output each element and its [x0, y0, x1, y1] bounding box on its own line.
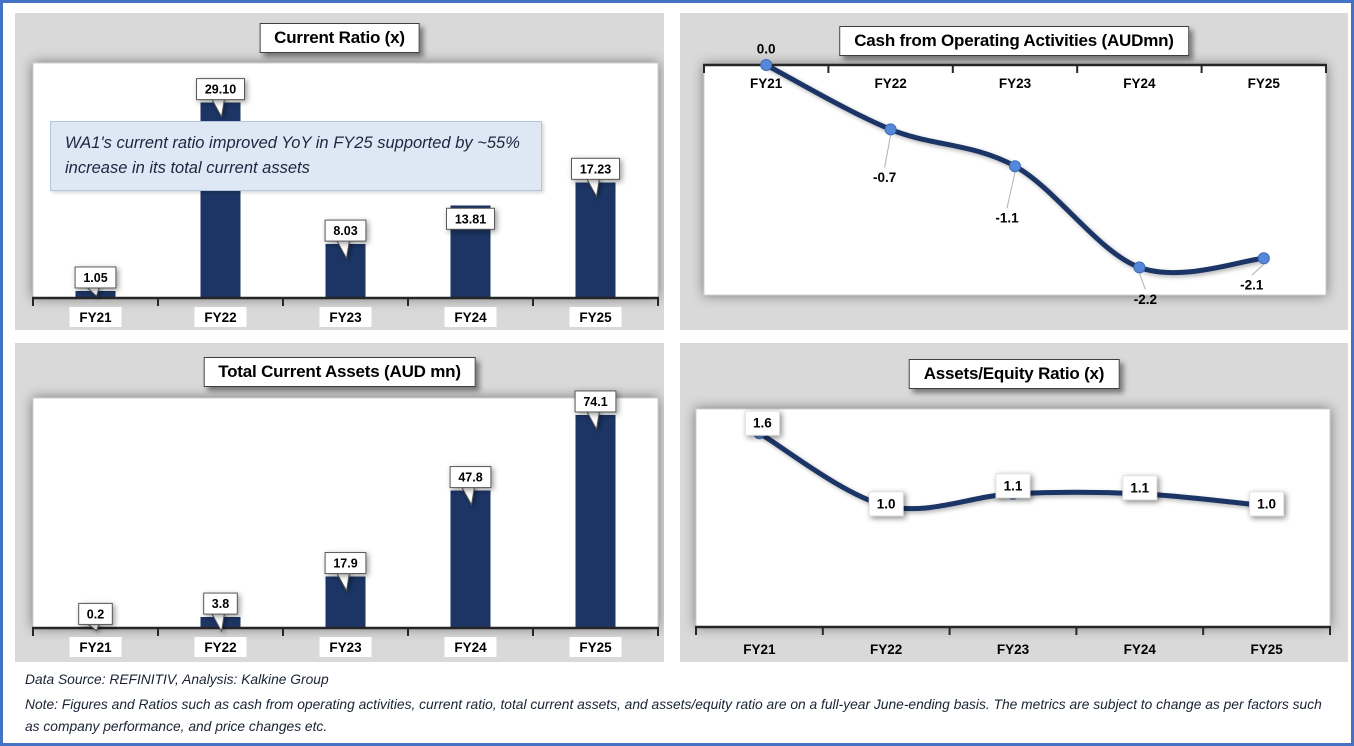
total-current-assets-chart-canvas: FY21 FY22 FY23 FY24 FY25 0.2 3.8 17.9 47.8 74.1	[32, 390, 659, 657]
bar	[575, 414, 616, 628]
data-label: 17.9	[333, 557, 357, 571]
category-label: FY23	[329, 310, 362, 325]
plot-area	[703, 64, 1327, 296]
label-leader-line	[884, 135, 892, 168]
line-marker	[1257, 252, 1270, 265]
category-label-bg	[444, 637, 497, 657]
category-label: FY23	[997, 642, 1030, 657]
category-label: FY24	[454, 310, 487, 325]
data-label-box	[74, 266, 117, 289]
annotation-callout: WA1's current ratio improved YoY in FY25…	[50, 121, 542, 191]
chart-title-cash-from-operating-activities: Cash from Operating Activities (AUDmn)	[839, 26, 1189, 56]
data-label: 3.8	[212, 597, 229, 611]
chart-title-total-current-assets: Total Current Assets (AUD mn)	[203, 357, 476, 387]
category-label: FY24	[1123, 76, 1156, 91]
category-label: FY21	[79, 640, 112, 655]
data-label: 29.10	[205, 83, 236, 97]
label-leader-line	[1138, 273, 1146, 290]
category-label: FY24	[1124, 642, 1157, 657]
category-label: FY25	[1250, 642, 1283, 657]
label-leader-line	[1006, 172, 1016, 209]
category-label: FY25	[579, 640, 612, 655]
bar	[575, 182, 616, 298]
category-label: FY22	[874, 76, 906, 91]
current-ratio-chart-canvas: FY21 FY22 FY23 FY24 FY25 1.05 29.10 8.03 13.81 17…	[32, 62, 659, 327]
category-label: FY23	[329, 640, 362, 655]
line-marker	[1133, 261, 1146, 274]
footer-notes: Data Source: REFINITIV, Analysis: Kalkin…	[15, 666, 1337, 738]
category-label: FY21	[743, 642, 776, 657]
bar	[450, 490, 491, 628]
assets-equity-ratio-chart-canvas: FY21 FY22 FY23 FY24 FY25 1.6 1.0 1.1 1.1 1.0	[695, 408, 1331, 657]
data-label-box	[324, 552, 367, 575]
category-label: FY25	[579, 310, 612, 325]
data-label: 17.23	[580, 162, 611, 176]
data-label-box	[78, 602, 113, 625]
category-label: FY22	[870, 642, 902, 657]
note-text: Note: Figures and Ratios such as cash fr…	[25, 697, 1322, 735]
data-label: -2.1	[1240, 278, 1264, 293]
category-label-bg	[69, 307, 122, 327]
chart-title-assets-equity-ratio: Assets/Equity Ratio (x)	[908, 359, 1120, 389]
data-label-box	[324, 219, 367, 242]
data-label-box	[1122, 475, 1158, 501]
data-source-text: Data Source: REFINITIV, Analysis: Kalkin…	[25, 672, 329, 687]
data-label-box	[449, 466, 492, 489]
data-label: 1.0	[1257, 496, 1276, 511]
category-label-bg	[444, 307, 497, 327]
data-label: -1.1	[995, 211, 1019, 226]
chart-panel-assets-equity-ratio: FY21 FY22 FY23 FY24 FY25 1.6 1.0 1.1 1.1 1.0 Asse…	[680, 343, 1348, 662]
category-label-bg	[569, 637, 622, 657]
category-label-bg	[69, 637, 122, 657]
chart-title-current-ratio: Current Ratio (x)	[259, 23, 420, 53]
category-label: FY22	[204, 640, 236, 655]
data-label: 0.0	[757, 42, 776, 57]
data-label: 0.2	[87, 607, 104, 621]
line-marker	[884, 123, 897, 136]
chart-panel-total-current-assets: FY21 FY22 FY23 FY24 FY25 0.2 3.8 17.9 47.8 74.1 T…	[15, 343, 664, 662]
data-label-box	[995, 473, 1031, 499]
data-label-box	[571, 157, 620, 180]
data-label-box	[744, 410, 780, 436]
data-label-box	[446, 207, 495, 230]
line-marker	[760, 59, 773, 71]
data-label-box	[868, 491, 904, 517]
category-label: FY24	[454, 640, 487, 655]
data-label: 1.6	[753, 416, 772, 431]
category-label-bg	[194, 637, 247, 657]
plot-area	[695, 408, 1331, 628]
data-label: 13.81	[455, 212, 486, 226]
chart-panel-current-ratio: FY21 FY22 FY23 FY24 FY25 1.05 29.10 8.03 13.81 17…	[15, 13, 664, 330]
data-label: 1.1	[1004, 478, 1023, 493]
category-label: FY21	[79, 310, 112, 325]
label-leader-line	[1251, 263, 1265, 276]
category-label-bg	[194, 307, 247, 327]
data-label-box	[1249, 491, 1285, 517]
line-marker	[1009, 160, 1021, 173]
data-label: 1.1	[1130, 480, 1149, 495]
data-label: 1.0	[877, 496, 896, 511]
data-label-box	[574, 390, 617, 413]
category-label-bg	[569, 307, 622, 327]
category-label: FY21	[750, 76, 783, 91]
data-label: 1.05	[83, 271, 107, 285]
category-label: FY22	[204, 310, 236, 325]
category-label-bg	[319, 307, 372, 327]
data-label-box	[203, 592, 238, 615]
chart-panel-cash-from-operating-activities: FY21 FY22 FY23 FY24 FY25 0.0 -0.7 -1.1 -2.2 -2.1 …	[680, 13, 1348, 330]
category-label-bg	[319, 637, 372, 657]
data-label: 8.03	[333, 224, 357, 238]
data-label-box	[196, 78, 245, 101]
data-label: 47.8	[458, 471, 482, 485]
data-label: 74.1	[583, 395, 607, 409]
data-label: -2.2	[1134, 292, 1157, 307]
category-label: FY23	[999, 76, 1032, 91]
category-label: FY25	[1248, 76, 1281, 91]
cash-from-operating-activities-chart-canvas: FY21 FY22 FY23 FY24 FY25 0.0 -0.7 -1.1 -2.2 -2.1	[703, 42, 1327, 307]
data-label: -0.7	[873, 170, 896, 185]
